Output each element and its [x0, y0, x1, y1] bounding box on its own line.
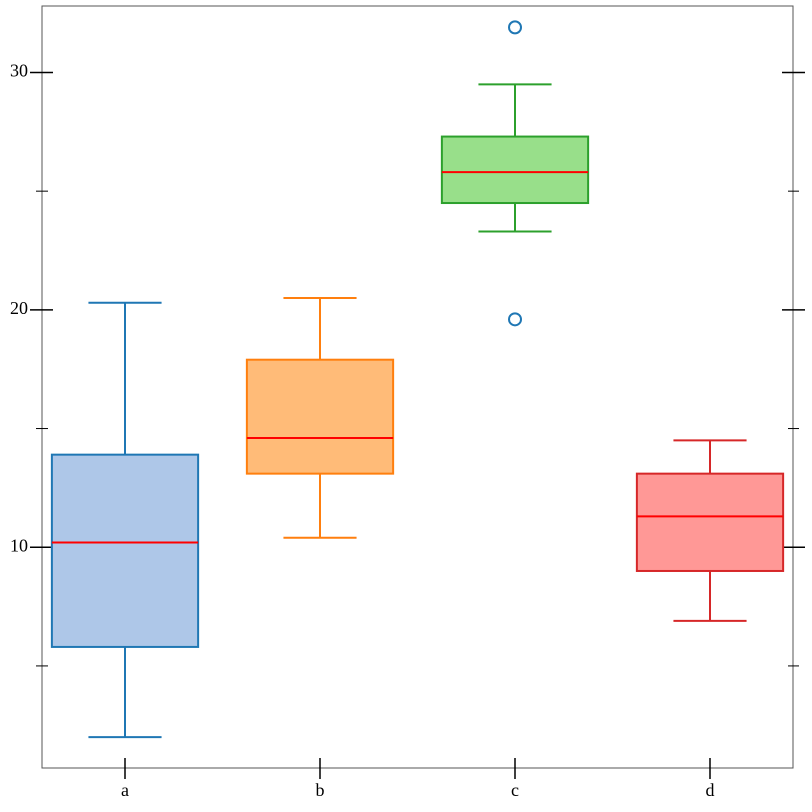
x-tick-label: a [121, 780, 129, 800]
plot-frame [41, 5, 794, 769]
box [50, 453, 200, 648]
x-tick-label: c [511, 780, 519, 800]
x-tick-label: d [706, 780, 715, 800]
flier [508, 312, 522, 327]
y-tick-label: 30 [10, 61, 28, 81]
x-tick-label: b [316, 780, 325, 800]
y-tick-label: 20 [10, 298, 28, 318]
box [245, 358, 395, 475]
box [635, 472, 785, 572]
y-tick-label: 10 [10, 535, 28, 555]
box [440, 135, 590, 205]
flier [508, 20, 522, 35]
